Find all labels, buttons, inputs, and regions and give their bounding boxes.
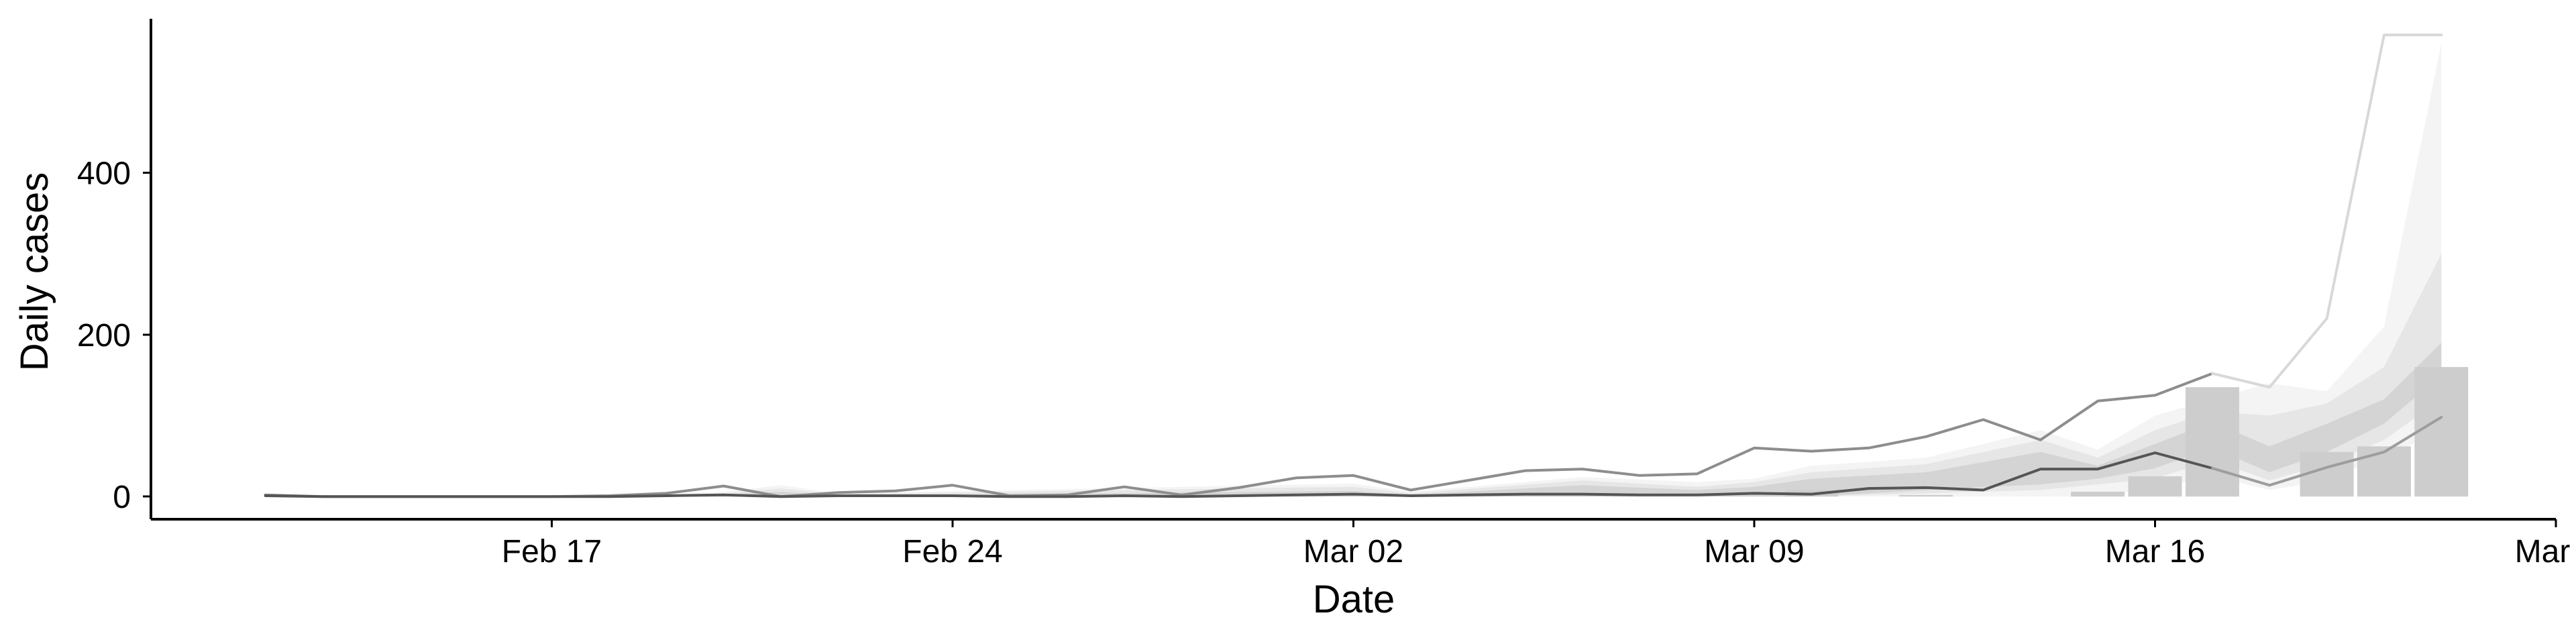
y-tick-label: 400: [77, 156, 131, 191]
daily-case-bar: [2357, 446, 2411, 497]
x-tick-label: Mar 16: [2105, 534, 2205, 570]
x-tick-label: Feb 24: [902, 534, 1002, 570]
daily-case-bar: [2185, 387, 2239, 497]
data-layer: [264, 34, 2469, 498]
upper-estimate-late-line: [2210, 34, 2443, 389]
y-tick-label: 0: [113, 480, 131, 515]
y-axis-title: Daily cases: [13, 172, 56, 372]
daily-case-bar: [2071, 492, 2125, 497]
y-tick-label: 200: [77, 318, 131, 354]
lower-estimate-late-line: [2210, 415, 2443, 487]
x-tick-label: Mar 09: [1704, 534, 1804, 570]
x-tick-label: Mar 2: [2515, 534, 2576, 570]
daily-case-bar: [2128, 476, 2182, 497]
daily-case-bar: [1899, 494, 1953, 497]
x-tick-label: Mar 02: [1303, 534, 1403, 570]
uncertainty-band-2: [666, 254, 2442, 497]
daily-case-bar: [2414, 367, 2469, 497]
lower-estimate-line: [264, 451, 2214, 498]
x-axis-title: Date: [1313, 578, 1395, 621]
x-tick-label: Feb 17: [502, 534, 602, 570]
tick-layer: 0 200 400 Feb 17 Feb 24 Mar 02 Mar 09 Mar 16 Mar…: [77, 156, 2576, 570]
